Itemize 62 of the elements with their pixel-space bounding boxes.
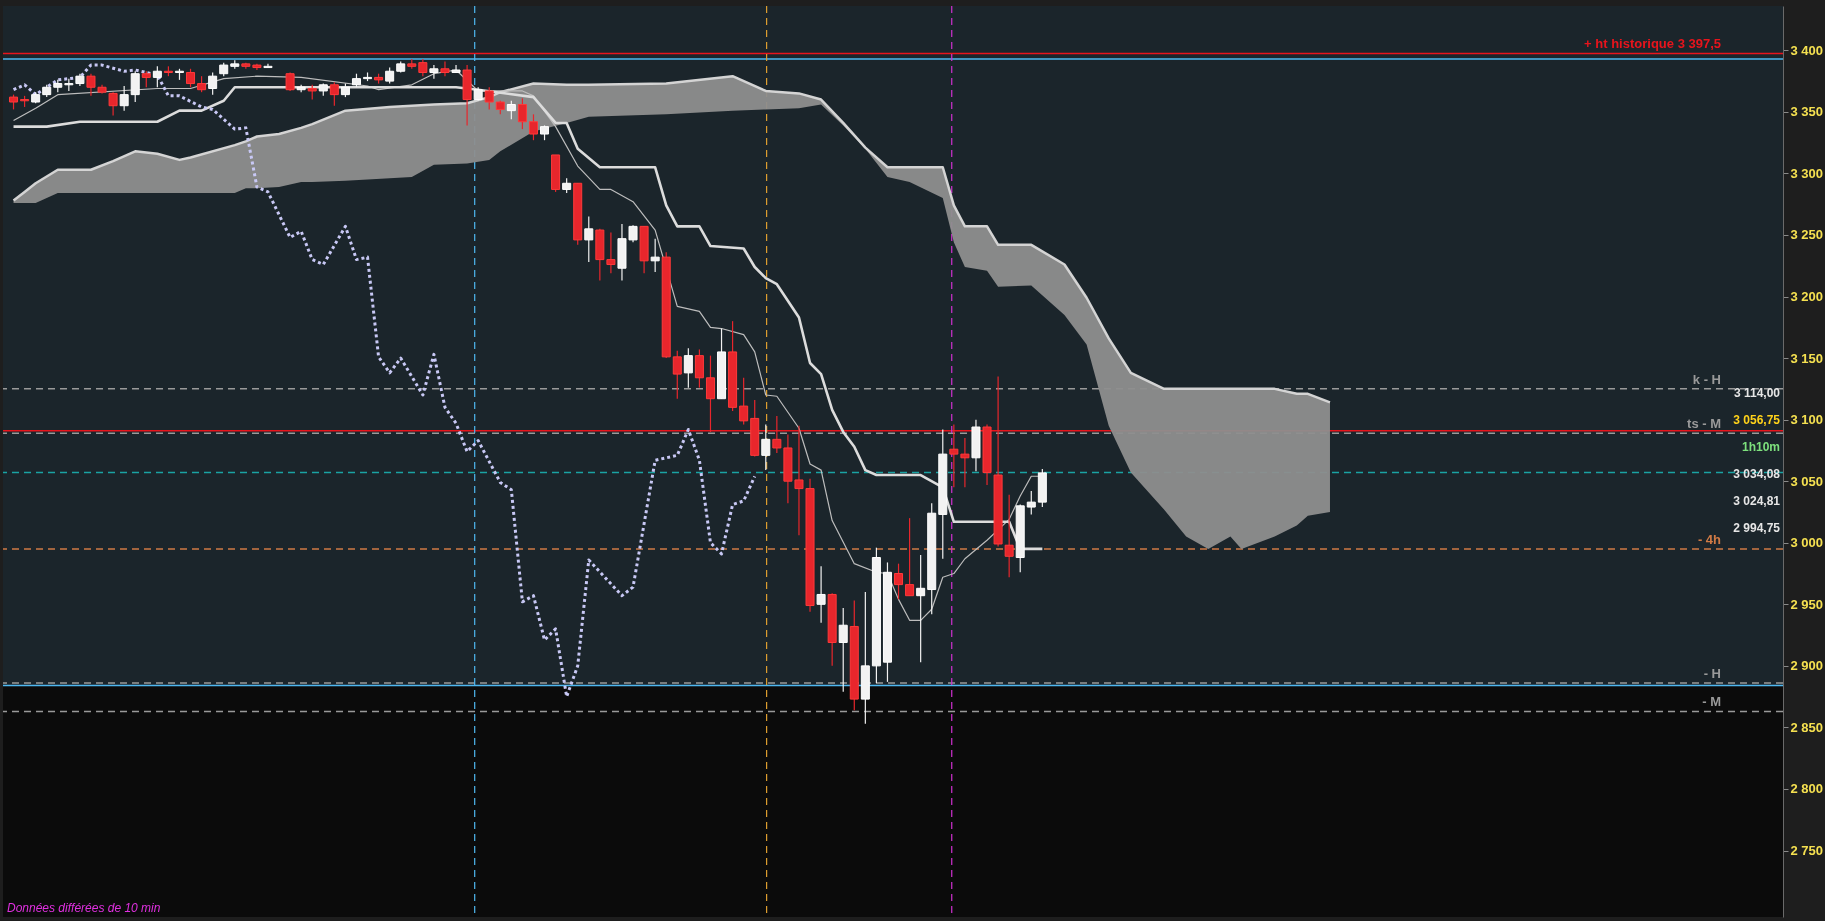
annotation: 3 034,08 [1733,467,1781,482]
candlestick [838,607,848,693]
annotation: Données différées de 10 min [7,901,161,915]
candlestick [506,100,516,120]
candlestick [208,71,218,96]
annotation: 3 056,75 [1733,413,1781,428]
candlestick [606,231,616,274]
y-tick-label: 2 850 [1790,719,1824,735]
y-tick-label: 3 400 [1790,42,1824,58]
candlestick [772,415,782,454]
candlestick [1004,494,1014,578]
candlestick [263,63,273,69]
y-tick-label: 3 000 [1790,535,1824,551]
candlestick [816,565,826,624]
candlestick [761,423,771,471]
y-tick-label: 2 750 [1790,843,1824,859]
y-tick-label: 3 250 [1790,227,1824,243]
y-tick-label: 3 200 [1790,289,1824,305]
candlestick [119,85,129,112]
candlestick [705,355,715,433]
candlestick [517,97,527,130]
candlestick [739,377,749,426]
candlestick [650,238,660,273]
y-tick-label: 3 100 [1790,412,1824,428]
ref-line-label: - M [1702,694,1721,710]
candlestick [186,68,196,88]
y-tick-label: 3 150 [1790,350,1824,366]
annotation: 1h10m [1741,440,1780,455]
y-tick-label: 2 900 [1790,658,1824,674]
ref-line-label: + ht historique 3 397,5 [1584,36,1721,52]
ref-line-label: - H [1703,666,1721,682]
candlestick [683,347,693,389]
candlestick [329,81,339,107]
candlestick [130,70,140,103]
candlestick [429,64,439,80]
annotation: 3 024,81 [1733,494,1781,509]
candlestick [484,86,494,111]
ref-line-label: - 4h [1697,531,1722,547]
candlestick [528,113,538,141]
y-tick-label: 3 050 [1790,473,1824,489]
candlestick [440,60,450,77]
y-tick-label: 2 950 [1790,596,1824,612]
y-tick-label: 3 350 [1790,104,1824,120]
annotation: 2 994,75 [1733,521,1781,536]
annotation: 3 114,00 [1733,386,1781,401]
candlestick [894,563,904,600]
candlestick [960,437,970,488]
y-tick-label: 2 800 [1790,781,1824,797]
candlestick [1026,490,1036,516]
candlestick [949,423,959,488]
candlestick [672,350,682,400]
candlestick [152,65,162,88]
candlestick [108,91,118,117]
ref-line-label: k - H [1692,371,1721,387]
candlestick [584,215,594,263]
candlestick [916,554,926,663]
y-tick-label: 3 300 [1790,165,1824,181]
candlestick [694,348,704,389]
line-series [12,63,757,699]
ref-line-label: ts - M [1687,416,1721,432]
candlestick [285,71,295,92]
candlestick [905,517,915,597]
